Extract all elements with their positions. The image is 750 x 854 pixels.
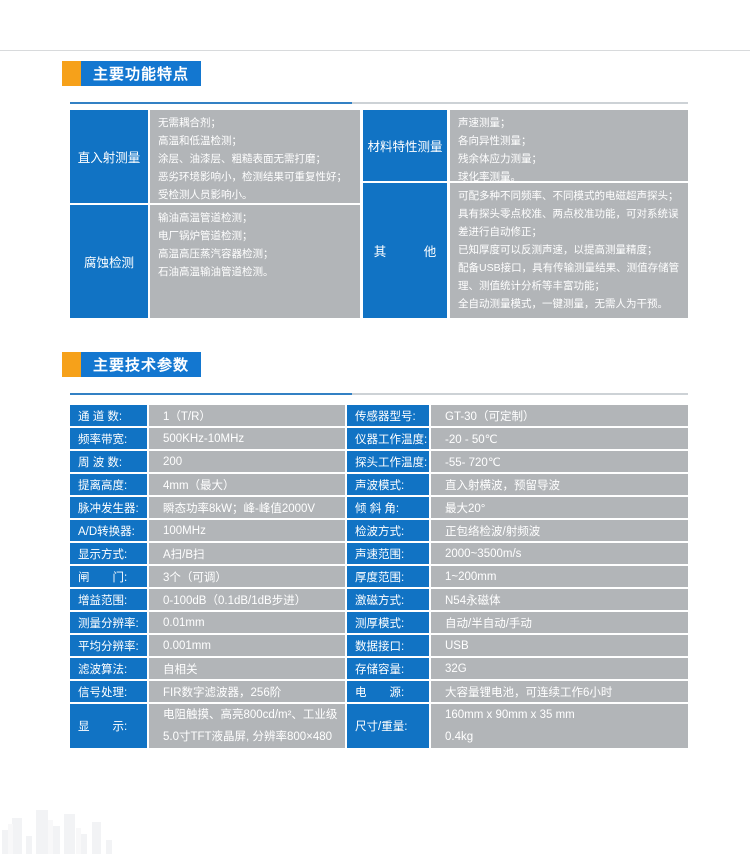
feature-item: 电厂锅炉管道检测； (158, 230, 253, 242)
spec-label-cell: 倾 斜 角: (347, 497, 429, 518)
spec-value-cell: 自相关 (149, 658, 345, 679)
feature-item: 残余体应力测量； (458, 153, 542, 165)
spec-value-line: 5.0寸TFT液晶屏, 分辨率800×480 (163, 731, 333, 743)
feature-category-cell: 腐蚀检测 (70, 205, 148, 318)
spec-value-line: 160mm x 90mm x 35 mm (445, 709, 575, 721)
spec-value-cell: -20 - 50℃ (431, 428, 688, 449)
spec-label-cell: 增益范围: (70, 589, 147, 610)
spec-value-cell: 0.01mm (149, 612, 345, 633)
spec-label-cell: 存储容量: (347, 658, 429, 679)
feature-item: 可配多种不同频率、不同模式的电磁超声探头； (458, 190, 679, 202)
features-section-header: 主要功能特点 (62, 61, 202, 86)
features-table: 直入射测量 无需耦合剂； 高温和低温检测； 涂层、油漆层、粗糙表面无需打磨； 恶劣环境影… (70, 110, 688, 318)
spec-label-cell: 探头工作温度: (347, 451, 429, 472)
spec-label-cell: 声波模式: (347, 474, 429, 495)
spec-value-cell: 0-100dB（0.1dB/1dB步进） (149, 589, 345, 610)
feature-item: 无需耦合剂； (158, 117, 221, 129)
spec-value-cell: GT-30（可定制） (431, 405, 688, 426)
spec-value-cell: 4mm（最大） (149, 474, 345, 495)
spec-label-cell: 厚度范围: (347, 566, 429, 587)
spec-label-cell: 脉冲发生器: (70, 497, 147, 518)
spec-value-cell: 100MHz (149, 520, 345, 541)
specs-table: 通 道 数: 1（T/R） 频率带宽: 500KHz-10MHz 周 波 数: 200 提离… (70, 405, 688, 755)
spec-value-cell: 正包络检波/射频波 (431, 520, 688, 541)
spec-label-cell: 传感器型号: (347, 405, 429, 426)
spec-value-line: 0.4kg (445, 731, 474, 743)
feature-item: 受检测人员影响小。 (158, 189, 253, 201)
spec-label-cell: 声速范围: (347, 543, 429, 564)
spec-value-cell: 直入射横波，预留导波 (431, 474, 688, 495)
spec-label-cell: 显 示: (70, 704, 147, 748)
spec-label-cell: 仪器工作温度: (347, 428, 429, 449)
spec-label-cell: 提离高度: (70, 474, 147, 495)
spec-value-cell: A扫/B扫 (149, 543, 345, 564)
section-divider (70, 393, 688, 395)
header-accent-square (62, 61, 81, 86)
spec-label-cell: 激磁方式: (347, 589, 429, 610)
feature-item: 具有探头零点校准、两点校准功能，可对系统误差进行自动修正； (458, 208, 679, 238)
spec-label-cell: 滤波算法: (70, 658, 147, 679)
feature-item: 声速测量； (458, 117, 511, 129)
spec-value-cell: 2000~3500m/s (431, 543, 688, 564)
feature-content-cell: 输油高温管道检测； 电厂锅炉管道检测； 高温高压蒸汽容器检测； 石油高温输油管道检测。 (150, 205, 360, 318)
spec-label-cell: 显示方式: (70, 543, 147, 564)
spec-value-cell: 瞬态功率8kW；峰-峰值2000V (149, 497, 345, 518)
spec-value-line: 电阻触摸、高亮800cd/m²、工业级 (163, 709, 338, 721)
feature-item: 高温高压蒸汽容器检测； (158, 248, 274, 260)
spec-value-cell: N54永磁体 (431, 589, 688, 610)
spec-value-cell: 1~200mm (431, 566, 688, 587)
spec-label-cell: 数据接口: (347, 635, 429, 656)
skyline-watermark (2, 810, 112, 854)
feature-item: 已知厚度可以反测声速，以提高测量精度； (458, 244, 658, 256)
spec-value-cell: 电阻触摸、高亮800cd/m²、工业级 5.0寸TFT液晶屏, 分辨率800×48… (149, 704, 345, 748)
section-title: 主要功能特点 (81, 61, 202, 86)
feature-item: 高温和低温检测； (158, 135, 242, 147)
spec-value-cell: 3个（可调） (149, 566, 345, 587)
spec-label-cell: 电 源: (347, 681, 429, 702)
header-accent-square (62, 352, 81, 377)
section-divider (70, 102, 688, 104)
feature-category-cell: 直入射测量 (70, 110, 148, 203)
spec-label-cell: 尺寸/重量: (347, 704, 429, 748)
spec-label-cell: 平均分辨率: (70, 635, 147, 656)
spec-value-cell: 32G (431, 658, 688, 679)
spec-label-cell: 通 道 数: (70, 405, 147, 426)
feature-item: 恶劣环境影响小，检测结果可重复性好； (158, 171, 347, 183)
spec-value-cell: FIR数字滤波器，256阶 (149, 681, 345, 702)
feature-item: 全自动测量模式，一键测量，无需人为干预。 (458, 298, 668, 310)
spec-value-cell: 大容量锂电池，可连续工作6小时 (431, 681, 688, 702)
spec-label-cell: 闸 门: (70, 566, 147, 587)
spec-value-cell: 160mm x 90mm x 35 mm 0.4kg (431, 704, 688, 748)
feature-category-cell: 材料特性测量 (363, 110, 447, 181)
specs-section-header: 主要技术参数 (62, 352, 202, 377)
spec-value-cell: 500KHz-10MHz (149, 428, 345, 449)
feature-category-cell: 其 他 (363, 183, 447, 318)
spec-value-cell: 自动/半自动/手动 (431, 612, 688, 633)
section-title: 主要技术参数 (81, 352, 202, 377)
feature-content-cell: 无需耦合剂； 高温和低温检测； 涂层、油漆层、粗糙表面无需打磨； 恶劣环境影响小，检测… (150, 110, 360, 203)
spec-label-cell: A/D转换器: (70, 520, 147, 541)
spec-label-cell: 信号处理: (70, 681, 147, 702)
spec-value-cell: 200 (149, 451, 345, 472)
feature-item: 配备USB接口，具有传输测量结果、测值存储管理、测值统计分析等丰富功能； (458, 262, 680, 292)
feature-item: 各向异性测量； (458, 135, 532, 147)
spec-value-cell: -55- 720℃ (431, 451, 688, 472)
feature-content-cell: 声速测量； 各向异性测量； 残余体应力测量； 球化率测量。 (450, 110, 688, 181)
spec-label-cell: 频率带宽: (70, 428, 147, 449)
feature-content-cell: 可配多种不同频率、不同模式的电磁超声探头； 具有探头零点校准、两点校准功能，可对系… (450, 183, 688, 318)
spec-value-cell: 最大20° (431, 497, 688, 518)
feature-item: 球化率测量。 (458, 171, 521, 181)
spec-label-cell: 测量分辨率: (70, 612, 147, 633)
feature-item: 输油高温管道检测； (158, 212, 253, 224)
top-rule (0, 50, 750, 51)
spec-label-cell: 周 波 数: (70, 451, 147, 472)
spec-label-cell: 测厚模式: (347, 612, 429, 633)
spec-value-cell: 1（T/R） (149, 405, 345, 426)
spec-value-cell: USB (431, 635, 688, 656)
spec-value-cell: 0.001mm (149, 635, 345, 656)
feature-item: 涂层、油漆层、粗糙表面无需打磨； (158, 153, 326, 165)
feature-item: 石油高温输油管道检测。 (158, 266, 274, 278)
spec-label-cell: 检波方式: (347, 520, 429, 541)
